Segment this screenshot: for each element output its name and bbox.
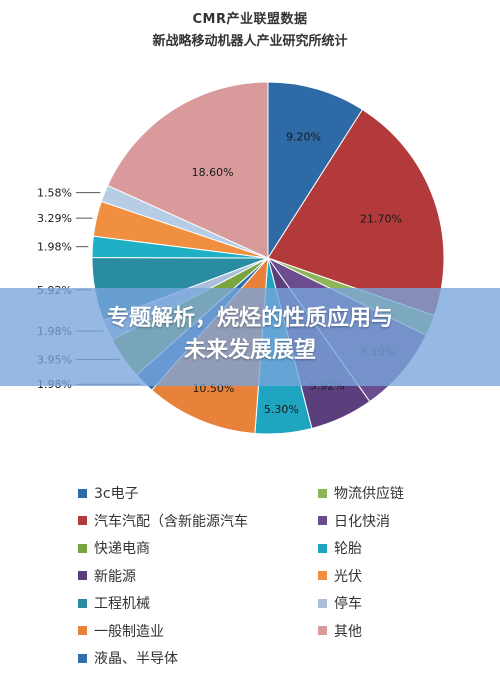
- slice-label: 3.29%: [37, 212, 72, 225]
- legend-label: 物流供应链: [334, 486, 404, 502]
- banner-title: 专题解析，烷烃的性质应用与 未来发展展望: [20, 303, 480, 367]
- legend-item: 停车: [318, 593, 362, 613]
- slice-label: 1.98%: [37, 241, 72, 254]
- legend-label: 一般制造业: [94, 623, 164, 640]
- legend-item: 液晶、半导体: [78, 648, 178, 668]
- legend-item: 日化快消: [318, 511, 390, 531]
- chart-title-line2: 新战略移动机器人产业研究所统计: [152, 34, 348, 49]
- legend-item: 其他: [318, 621, 362, 641]
- legend-label: 工程机械: [94, 596, 150, 612]
- pie-chart: 9.20%21.70%8.10%5.92%5.30%10.50%1.98%3.9…: [37, 81, 445, 435]
- slice-label: 21.70%: [360, 213, 402, 226]
- legend-label: 3c电子: [94, 486, 139, 502]
- legend-item: 汽车汽配（含新能源汽车: [78, 511, 248, 531]
- slice-label: 1.58%: [37, 187, 72, 200]
- legend-swatch: [318, 571, 327, 580]
- banner-title-line1: 专题解析，烷烃的性质应用与: [106, 306, 393, 331]
- slice-label: 9.20%: [286, 130, 321, 143]
- legend-label: 轮胎: [334, 541, 362, 557]
- legend-item: 新能源: [78, 566, 136, 586]
- legend-swatch: [318, 516, 327, 525]
- legend-item: 快递电商: [78, 538, 150, 558]
- pie-slice: [106, 81, 269, 259]
- legend-label: 停车: [334, 596, 362, 612]
- legend-item: 3c电子: [78, 483, 139, 503]
- legend-swatch: [318, 598, 327, 608]
- legend-label: 汽车汽配（含新能源汽车: [94, 513, 248, 530]
- legend-item: 一般制造业: [78, 621, 164, 641]
- legend-item: 工程机械: [78, 593, 150, 613]
- legend-swatch: [318, 488, 327, 498]
- slice-label: 5.30%: [264, 403, 299, 416]
- legend-label: 光伏: [334, 568, 362, 585]
- legend-swatch: [78, 626, 87, 635]
- legend-label: 新能源: [94, 568, 136, 585]
- legend-label: 日化快消: [334, 513, 390, 530]
- chart-title: CMR产业联盟数据 新战略移动机器人产业研究所统计: [0, 8, 500, 49]
- legend-swatch: [78, 543, 87, 553]
- legend-swatch: [78, 598, 87, 608]
- banner-overlay: [0, 288, 500, 386]
- legend-item: 光伏: [318, 566, 362, 586]
- pie-slice: [267, 81, 364, 260]
- slice-label: 18.60%: [192, 166, 234, 179]
- banner-title-line2: 未来发展展望: [183, 338, 316, 363]
- legend-label: 其他: [334, 623, 362, 640]
- legend-label: 快递电商: [94, 541, 150, 557]
- legend-swatch: [78, 653, 87, 663]
- chart-title-line1: CMR产业联盟数据: [192, 12, 308, 27]
- legend-swatch: [318, 626, 327, 635]
- legend-item: 物流供应链: [318, 483, 404, 503]
- legend-swatch: [78, 488, 87, 498]
- legend-item: 轮胎: [318, 538, 362, 558]
- legend-label: 液晶、半导体: [94, 651, 178, 667]
- legend-swatch: [78, 516, 87, 525]
- legend-swatch: [318, 543, 327, 553]
- legend-swatch: [78, 571, 87, 580]
